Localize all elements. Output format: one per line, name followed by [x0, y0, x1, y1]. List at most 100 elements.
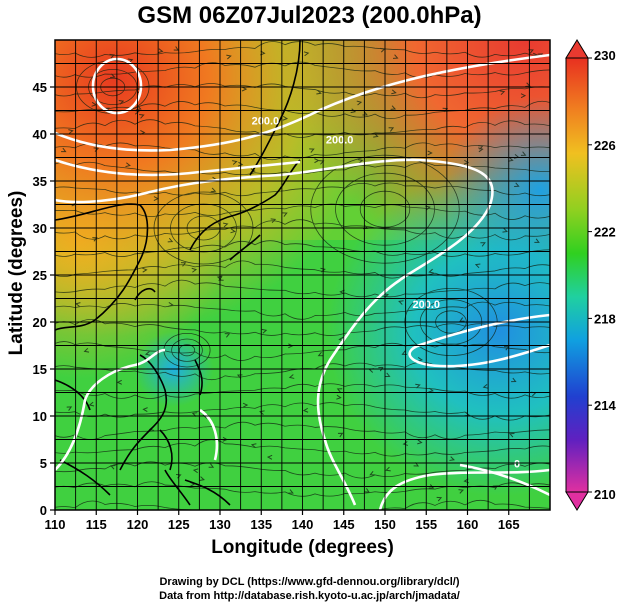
y-tick-label: 40	[33, 127, 47, 142]
stream-arrow	[260, 50, 266, 56]
x-tick-label: 155	[415, 517, 437, 532]
stream-arrow	[388, 127, 395, 132]
stream-arrow	[180, 262, 187, 267]
stream-arrow	[350, 108, 357, 114]
x-tick-label: 130	[209, 517, 231, 532]
x-tick-label: 165	[498, 517, 520, 532]
stream-arrow	[270, 218, 277, 223]
contour-label: 0	[514, 459, 520, 471]
stream-arrow	[282, 115, 289, 121]
stream-arrow	[224, 333, 231, 338]
stream-arrow	[337, 432, 344, 438]
streamline	[55, 279, 550, 298]
stream-arrow	[499, 90, 506, 96]
y-tick-label: 10	[33, 409, 47, 424]
y-tick-label: 20	[33, 315, 47, 330]
credit-drawing: Drawing by DCL (https://www.gfd-dennou.o…	[159, 576, 460, 588]
credit-data-source: Data from http://database.rish.kyoto-u.a…	[159, 590, 460, 602]
colorbar: 230 226 222 218 214 210	[565, 39, 616, 511]
stream-arrow	[118, 100, 125, 105]
x-tick-label: 115	[86, 517, 107, 532]
stream-arrow	[508, 157, 514, 162]
stream-arrow	[357, 158, 364, 164]
stream-arrow	[520, 151, 527, 156]
streamline	[55, 41, 550, 58]
stream-arrow	[250, 443, 257, 448]
stream-arrow	[428, 268, 434, 274]
stream-arrow	[139, 114, 145, 119]
stream-arrow	[192, 468, 199, 474]
stream-arrow	[68, 129, 74, 134]
stream-arrow	[232, 160, 238, 165]
stream-arrow	[436, 496, 443, 502]
chart-title: GSM 06Z07Jul2023 (200.0hPa)	[137, 2, 482, 29]
colorbar-max-arrow	[565, 39, 589, 59]
stream-arrow	[282, 212, 288, 217]
stream-arrow	[417, 357, 424, 362]
stream-arrow	[218, 276, 224, 281]
stream-arrow	[514, 182, 520, 187]
stream-arrow	[109, 53, 116, 59]
colorbar-tick-label: 226	[594, 138, 616, 153]
stream-arrow	[92, 237, 98, 242]
stream-arrow	[116, 379, 122, 385]
streamline	[55, 182, 550, 197]
stream-arrow	[173, 46, 180, 51]
stream-arrow	[66, 406, 73, 411]
y-tick-label: 45	[33, 80, 47, 95]
stream-arrow	[142, 267, 148, 273]
x-tick-label: 150	[374, 517, 396, 532]
stream-arrow	[511, 377, 517, 383]
x-tick-label: 135	[250, 517, 272, 532]
streamline	[55, 318, 550, 336]
stream-arrow	[167, 237, 174, 243]
stream-arrow	[428, 387, 434, 393]
stream-arrow	[191, 412, 198, 417]
stream-arrow	[88, 401, 95, 407]
stream-arrow	[336, 388, 343, 393]
stream-arrow	[75, 302, 81, 307]
x-axis: 110 115 120 125 130 135 140 145 150 155 160 165	[45, 510, 520, 532]
stream-arrow	[266, 454, 273, 460]
stream-arrow	[226, 54, 232, 60]
stream-arrow	[336, 394, 342, 400]
y-axis: 0 5 10 15 20 25 30 35 40 45	[33, 80, 55, 518]
stream-arrow	[364, 488, 370, 493]
stream-arrow	[303, 51, 310, 57]
x-tick-label: 140	[292, 517, 314, 532]
streamline	[55, 499, 550, 510]
streamline	[55, 421, 550, 440]
colorbar-tick-label: 222	[594, 225, 616, 240]
stream-arrow	[482, 383, 489, 389]
stream-arrow	[191, 267, 198, 273]
stream-arrow	[391, 89, 397, 95]
streamline	[55, 240, 550, 257]
colorbar-scale	[565, 57, 589, 493]
streamline	[55, 439, 550, 457]
stream-arrow	[425, 205, 431, 211]
colorbar-tick-label: 210	[594, 487, 616, 502]
stream-arrow	[458, 489, 465, 494]
stream-arrow	[302, 407, 309, 413]
x-tick-label: 160	[457, 517, 479, 532]
colorbar-tick-label: 218	[594, 311, 616, 326]
stream-arrow	[508, 432, 515, 438]
stream-arrow	[237, 161, 244, 167]
stream-arrow	[320, 267, 326, 273]
streamline	[55, 161, 550, 176]
stream-arrow	[210, 187, 217, 193]
y-tick-label: 0	[40, 503, 47, 518]
stream-arrow	[314, 158, 320, 164]
stream-arrow	[459, 317, 465, 322]
stream-arrow	[242, 402, 249, 408]
y-tick-label: 35	[33, 174, 47, 189]
stream-arrow	[208, 463, 215, 468]
stream-arrow	[390, 105, 397, 110]
stream-arrow	[230, 228, 236, 234]
stream-arrow	[378, 366, 384, 372]
stream-arrow	[463, 159, 470, 165]
streamline	[55, 61, 550, 79]
stream-arrow	[415, 383, 421, 389]
x-tick-label: 120	[127, 517, 149, 532]
contour-label: 200.0	[326, 134, 354, 146]
